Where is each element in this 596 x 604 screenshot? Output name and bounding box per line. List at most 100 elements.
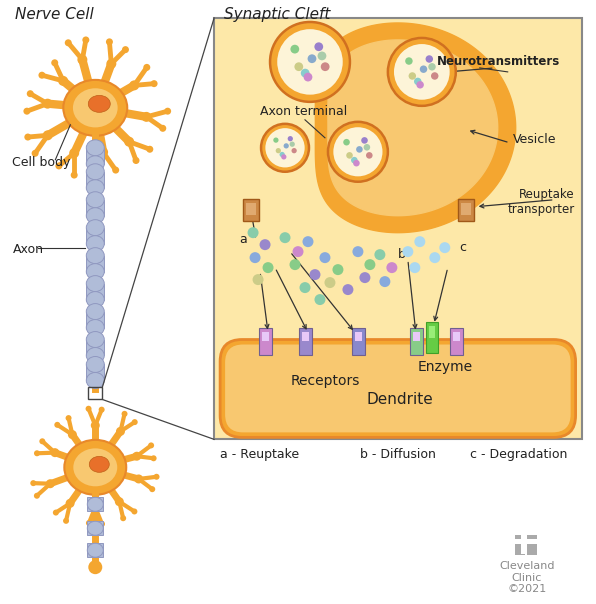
Ellipse shape [86,208,104,223]
Bar [259,327,272,356]
Circle shape [120,515,126,521]
Ellipse shape [73,448,117,486]
Circle shape [429,252,440,263]
Ellipse shape [86,292,104,307]
Circle shape [58,76,68,86]
Circle shape [314,42,323,51]
Circle shape [361,137,368,144]
Circle shape [359,272,370,283]
Text: Enzyme: Enzyme [417,361,473,374]
Polygon shape [328,40,498,216]
Circle shape [281,154,287,159]
Circle shape [51,59,58,66]
Circle shape [147,146,153,153]
Circle shape [27,90,34,97]
Text: Axon terminal: Axon terminal [260,105,347,118]
Circle shape [151,80,157,87]
Circle shape [65,39,72,47]
Ellipse shape [88,95,110,112]
Circle shape [405,57,412,65]
Text: Nerve Cell: Nerve Cell [15,7,94,22]
Circle shape [151,455,157,461]
Circle shape [333,264,343,275]
Circle shape [32,150,39,157]
Bar [450,327,462,356]
Ellipse shape [87,543,103,557]
Ellipse shape [86,248,104,263]
Text: Receptors: Receptors [290,374,359,388]
Ellipse shape [86,156,104,172]
Circle shape [154,474,160,480]
Circle shape [293,246,303,257]
Circle shape [439,242,451,253]
Bar [521,529,526,554]
Circle shape [259,239,271,250]
Circle shape [294,62,303,71]
Bar [243,199,259,220]
Circle shape [99,521,105,527]
Circle shape [24,133,32,141]
Bar [410,327,423,356]
Ellipse shape [64,440,126,495]
Bar [461,203,471,214]
Bar [426,321,438,353]
Circle shape [274,138,278,143]
Circle shape [352,246,364,257]
Circle shape [149,486,155,492]
Text: c: c [460,241,466,254]
Circle shape [91,503,100,512]
Ellipse shape [87,497,103,511]
Circle shape [308,54,316,63]
Circle shape [351,157,358,164]
Bar [86,339,104,356]
Circle shape [98,147,108,157]
Circle shape [356,146,363,153]
Circle shape [280,232,290,243]
Circle shape [366,152,372,159]
Circle shape [290,45,299,54]
Text: Dendrite: Dendrite [367,392,433,407]
Circle shape [414,236,426,247]
Circle shape [288,136,293,141]
Circle shape [328,122,388,182]
Circle shape [290,259,300,270]
FancyBboxPatch shape [220,339,576,437]
Circle shape [303,72,312,82]
Circle shape [333,127,383,176]
Circle shape [409,72,416,80]
Circle shape [346,152,353,159]
Bar [514,539,539,544]
Circle shape [265,128,305,167]
Bar [352,327,365,356]
Ellipse shape [86,332,104,347]
Ellipse shape [86,164,104,180]
Text: Vesicle: Vesicle [513,133,557,146]
Circle shape [106,39,113,45]
Circle shape [71,172,77,179]
Circle shape [343,284,353,295]
Circle shape [124,137,134,147]
Circle shape [34,450,40,456]
Circle shape [77,54,88,65]
Text: Reuptake
transporter: Reuptake transporter [507,188,575,216]
Circle shape [250,252,260,263]
Circle shape [364,259,375,270]
Circle shape [66,499,74,508]
Bar [299,327,312,356]
Circle shape [23,108,30,115]
Circle shape [34,493,40,499]
Ellipse shape [89,457,109,472]
Circle shape [46,479,55,488]
Bar [88,387,103,399]
Circle shape [132,509,138,515]
Circle shape [261,124,309,172]
Circle shape [290,141,295,147]
Bar [453,332,460,341]
Circle shape [420,65,427,73]
Bar [86,148,104,164]
Circle shape [39,72,45,79]
Circle shape [66,415,72,421]
Ellipse shape [86,263,104,280]
Ellipse shape [86,191,104,208]
Circle shape [247,227,259,238]
